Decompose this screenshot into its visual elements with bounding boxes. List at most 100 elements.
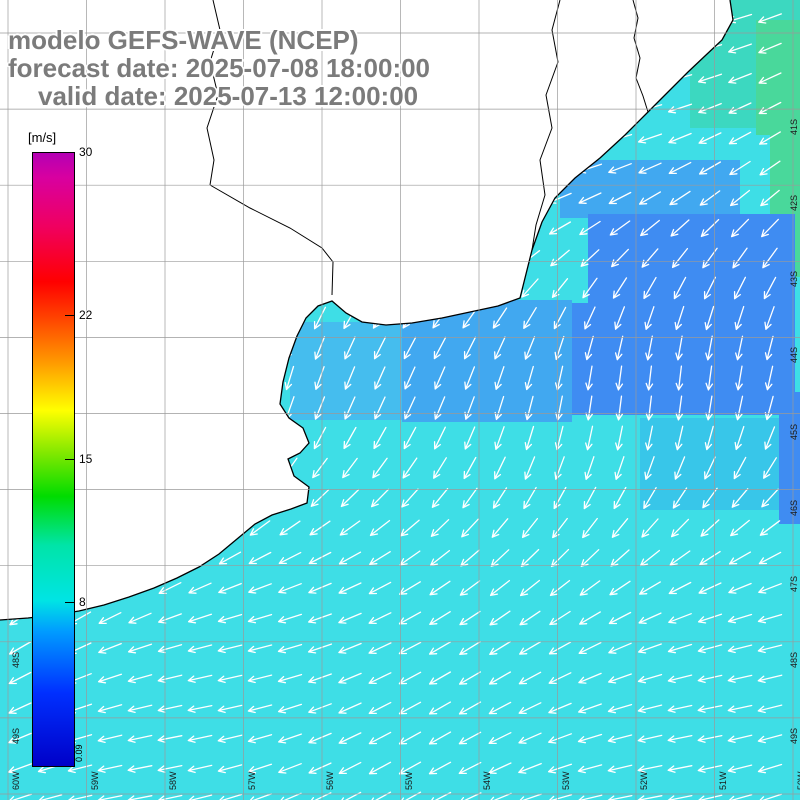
wind-arrow — [614, 335, 624, 361]
wind-arrow — [607, 703, 633, 714]
wind-arrow — [580, 249, 600, 267]
wind-arrow — [217, 674, 243, 684]
wind-arrow — [308, 673, 332, 684]
wind-arrow — [433, 336, 447, 360]
wind-arrow — [703, 276, 717, 300]
wind-arrow — [675, 395, 684, 421]
wind-arrow — [644, 456, 655, 480]
wind-arrow — [667, 734, 693, 743]
wind-arrow — [640, 219, 660, 237]
wind-arrow — [308, 613, 332, 624]
wind-arrow — [761, 218, 779, 238]
wind-arrow — [249, 520, 271, 536]
wind-arrow — [127, 643, 153, 654]
wind-arrow — [277, 703, 303, 714]
wind-arrow — [759, 793, 783, 800]
wind-arrow — [402, 457, 418, 479]
wind-arrow — [428, 731, 452, 745]
wind-arrow — [372, 457, 388, 479]
wind-arrow — [697, 73, 723, 84]
wind-arrow — [728, 551, 752, 565]
wind-arrow — [584, 335, 594, 361]
wind-arrow — [697, 674, 723, 684]
lon-label: 57W — [246, 771, 257, 790]
wind-arrow — [429, 580, 451, 596]
wind-arrow — [549, 579, 571, 597]
wind-arrow — [521, 278, 539, 298]
wind-arrow — [637, 673, 663, 684]
wind-arrow — [247, 613, 273, 624]
lat-label: 44S — [789, 347, 799, 364]
wind-arrow — [459, 641, 481, 655]
wind-arrow — [518, 732, 542, 744]
wind-arrow — [338, 642, 362, 654]
wind-arrow — [554, 365, 564, 391]
wind-arrow — [729, 189, 751, 207]
wind-arrow — [187, 644, 213, 654]
wind-arrow — [344, 336, 356, 360]
wind-arrow — [373, 426, 387, 450]
wind-arrow — [733, 456, 747, 480]
wind-arrow — [728, 131, 752, 145]
wind-arrow — [310, 792, 332, 800]
lat-label: 46S — [789, 499, 799, 516]
wind-arrow — [667, 765, 693, 773]
wind-arrow — [667, 674, 693, 684]
wind-arrow — [284, 365, 295, 391]
wind-arrow — [277, 643, 303, 654]
wind-arrow — [187, 704, 213, 713]
wind-arrow — [608, 163, 632, 174]
wind-arrow — [585, 425, 594, 451]
wind-arrow — [671, 247, 689, 269]
wind-arrow — [187, 613, 213, 624]
wind-arrow — [675, 335, 683, 361]
wind-arrow — [127, 765, 153, 773]
wind-arrow — [338, 612, 362, 624]
lon-label: 60W — [11, 771, 21, 790]
wind-arrow — [547, 763, 573, 774]
wind-arrow — [8, 702, 32, 714]
lon-label: 58W — [168, 771, 178, 790]
wind-arrow — [369, 551, 391, 565]
wind-arrow — [217, 704, 243, 714]
wind-arrow — [127, 674, 153, 684]
wind-arrow — [519, 641, 541, 655]
wind-arrow — [314, 366, 325, 390]
wind-arrow — [698, 132, 722, 144]
lon-label: 53W — [560, 771, 571, 790]
wind-arrow — [158, 613, 182, 624]
wind-arrow — [314, 336, 326, 360]
wind-arrow — [704, 456, 716, 480]
wind-arrow — [764, 426, 776, 450]
wind-arrow — [579, 580, 601, 596]
wind-arrow — [698, 161, 722, 175]
wind-arrow — [217, 644, 243, 654]
wind-arrow — [697, 734, 723, 743]
wind-arrow — [699, 190, 721, 206]
wind-arrow — [458, 701, 482, 715]
wind-arrow — [404, 396, 416, 420]
wind-arrow — [157, 704, 183, 713]
wind-arrow — [553, 486, 567, 510]
wind-arrow — [700, 218, 720, 238]
wind-arrow — [727, 644, 753, 654]
wind-arrow — [489, 610, 511, 626]
wind-arrow — [280, 792, 302, 800]
wind-arrow — [670, 219, 690, 237]
lat-label: 41S — [789, 119, 799, 136]
wind-arrow — [460, 792, 482, 800]
wind-arrow — [458, 761, 482, 775]
wind-arrow — [464, 366, 476, 390]
wind-arrow — [735, 365, 743, 391]
colorbar-tick — [65, 315, 74, 316]
wind-arrow — [97, 704, 123, 714]
wind-arrow — [758, 42, 782, 54]
wind-arrow — [727, 704, 753, 713]
wind-arrow — [428, 641, 452, 655]
inland-boundary — [531, 0, 561, 251]
wind-arrow — [615, 425, 624, 451]
wind-arrow — [637, 704, 663, 714]
wind-arrow — [187, 764, 213, 774]
wind-arrow — [638, 612, 662, 624]
wind-arrow — [645, 365, 654, 391]
